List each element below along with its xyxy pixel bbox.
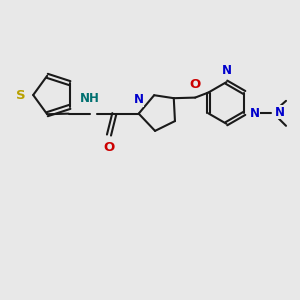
Text: N: N [134, 93, 144, 106]
Text: N: N [250, 107, 260, 120]
Text: N: N [221, 64, 231, 77]
Text: S: S [16, 88, 26, 101]
Text: O: O [103, 141, 115, 154]
Text: NH: NH [80, 92, 100, 105]
Text: O: O [190, 78, 201, 91]
Text: N: N [275, 106, 285, 119]
